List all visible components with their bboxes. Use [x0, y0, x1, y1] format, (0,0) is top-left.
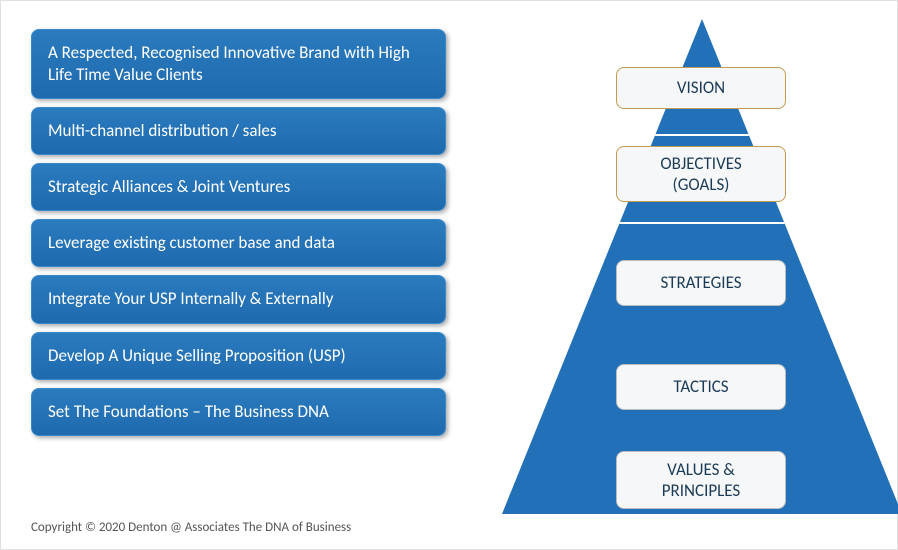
- pyramid-level-label: TACTICS: [616, 364, 786, 410]
- pyramid-level-label: VISION: [616, 67, 786, 109]
- list-item: Develop A Unique Selling Proposition (US…: [31, 332, 446, 380]
- list-item: Leverage existing customer base and data: [31, 219, 446, 267]
- pyramid-panel: VISION OBJECTIVES (GOALS) STRATEGIES TACTIC…: [477, 19, 887, 519]
- list-item: Strategic Alliances & Joint Ventures: [31, 163, 446, 211]
- pyramid-level-label: OBJECTIVES (GOALS): [616, 146, 786, 202]
- left-list-panel: A Respected, Recognised Innovative Brand…: [31, 29, 446, 444]
- list-item: Integrate Your USP Internally & External…: [31, 275, 446, 323]
- list-item: A Respected, Recognised Innovative Brand…: [31, 29, 446, 99]
- pyramid-level-label: STRATEGIES: [616, 260, 786, 306]
- list-item: Multi-channel distribution / sales: [31, 107, 446, 155]
- list-item: Set The Foundations – The Business DNA: [31, 388, 446, 436]
- copyright-text: Copyright © 2020 Denton @ Associates The…: [31, 520, 351, 535]
- pyramid-level-label: VALUES & PRINCIPLES: [616, 451, 786, 509]
